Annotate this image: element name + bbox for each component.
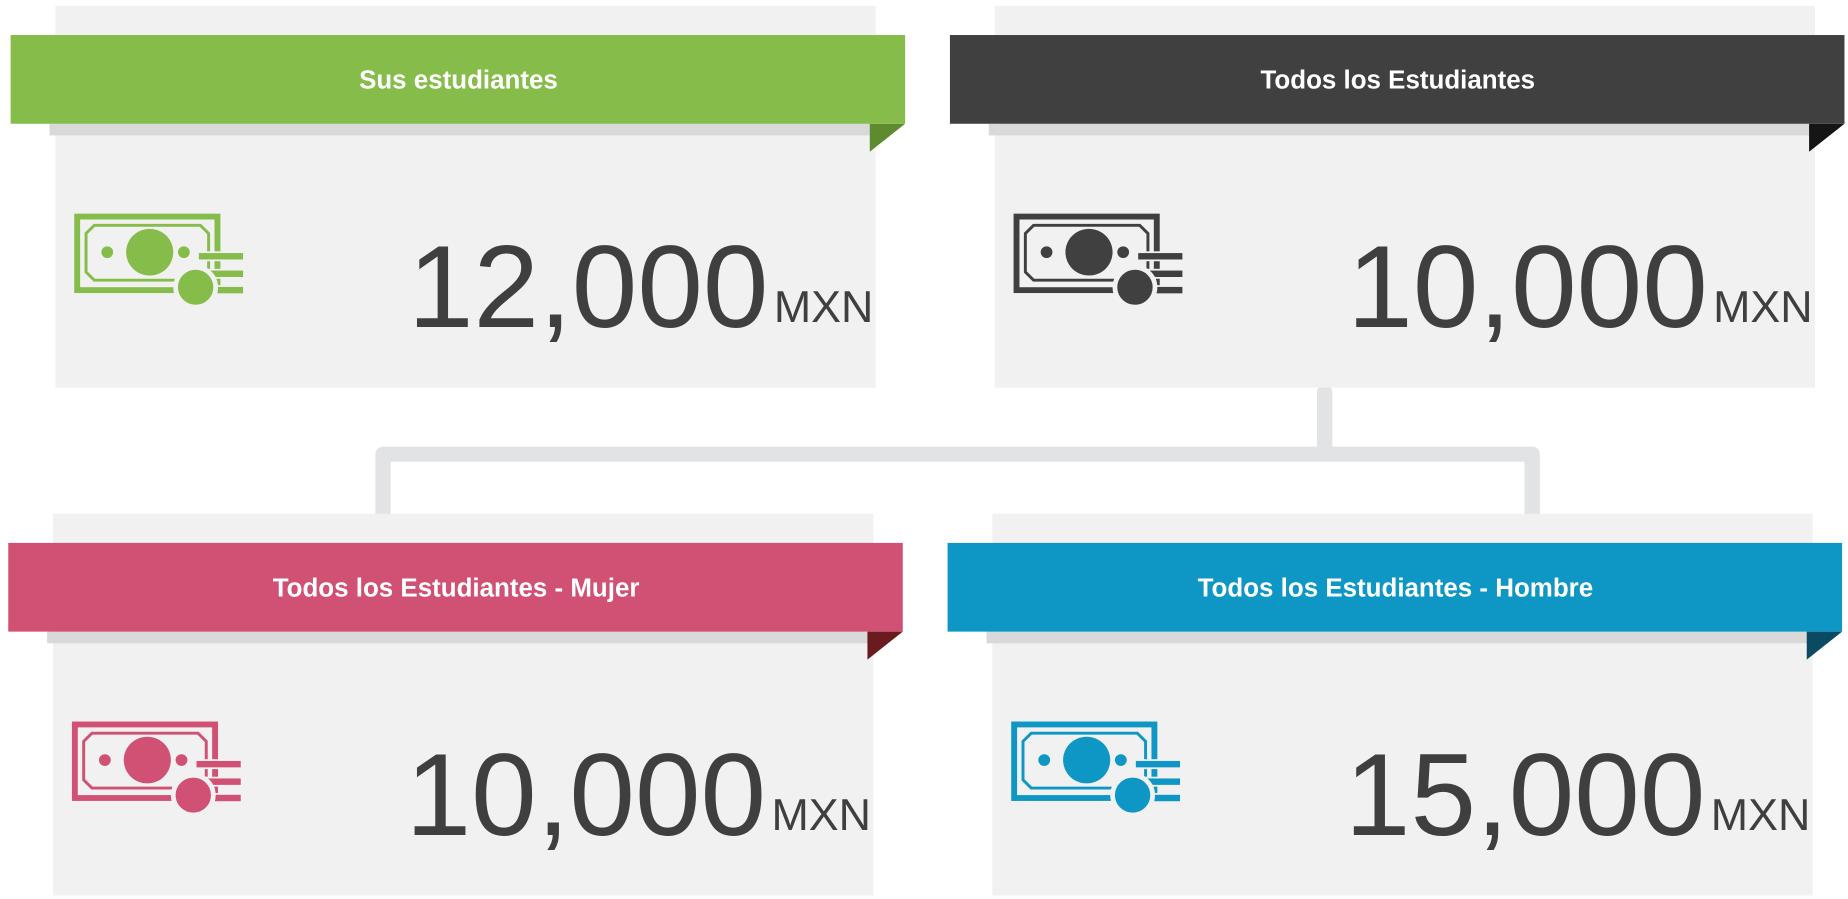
ribbon-fold [867,631,903,660]
coin [1112,265,1158,310]
currency: MXN [774,283,873,332]
currency: MXN [1711,791,1810,840]
bill-dot [1114,754,1127,766]
coin [173,265,219,310]
ribbon-shadow [986,631,1810,644]
bill-coin [126,228,174,276]
bill-coin [1065,228,1113,276]
bill-coin [1063,736,1111,784]
bill-dot [1040,246,1053,259]
ribbon [949,35,1845,124]
card-title: Sus estudiantes [359,67,558,95]
currency: MXN [771,791,870,840]
amount: 15,000 [1345,729,1705,859]
bill-dot [175,754,188,766]
card: Todos los Estudiantes - Mujer 10,000 MXN [8,513,903,896]
money-icon [1011,721,1182,818]
bill-dot [1117,246,1130,259]
coin [1110,772,1155,818]
ribbon [8,542,903,632]
money-icon [71,721,243,818]
card: Todos los Estudiantes - Hombre 15,000 MXN [947,513,1843,896]
card-title: Todos los Estudiantes [1260,67,1535,95]
amount: 10,000 [406,729,766,859]
coin-stack [197,251,245,262]
card: Sus estudiantes 12,000 MXN [10,5,906,388]
bill-dot [177,246,190,259]
coin-stack [194,759,243,770]
currency: MXN [1713,283,1812,332]
bill-dot [99,754,111,766]
bill-dot [101,246,114,259]
money-icon [74,213,245,310]
coin-stack [1134,759,1182,770]
bill-dot [1038,754,1051,766]
ribbon-shadow [988,123,1812,136]
amount: 12,000 [408,221,768,351]
ribbon-fold [1806,631,1843,660]
bill-coin [123,736,171,784]
coin-stack [1136,251,1185,262]
ribbon [947,542,1843,632]
card: Todos los Estudiantes 10,000 MXN [949,5,1845,388]
ribbon-shadow [47,631,870,644]
connector [375,384,1540,522]
ribbon [10,35,906,124]
card-title: Todos los Estudiantes - Hombre [1198,575,1594,603]
coin [170,772,216,818]
amount: 10,000 [1347,221,1707,351]
ribbon-shadow [49,123,873,136]
money-icon [1013,213,1185,310]
card-title: Todos los Estudiantes - Mujer [273,575,640,603]
